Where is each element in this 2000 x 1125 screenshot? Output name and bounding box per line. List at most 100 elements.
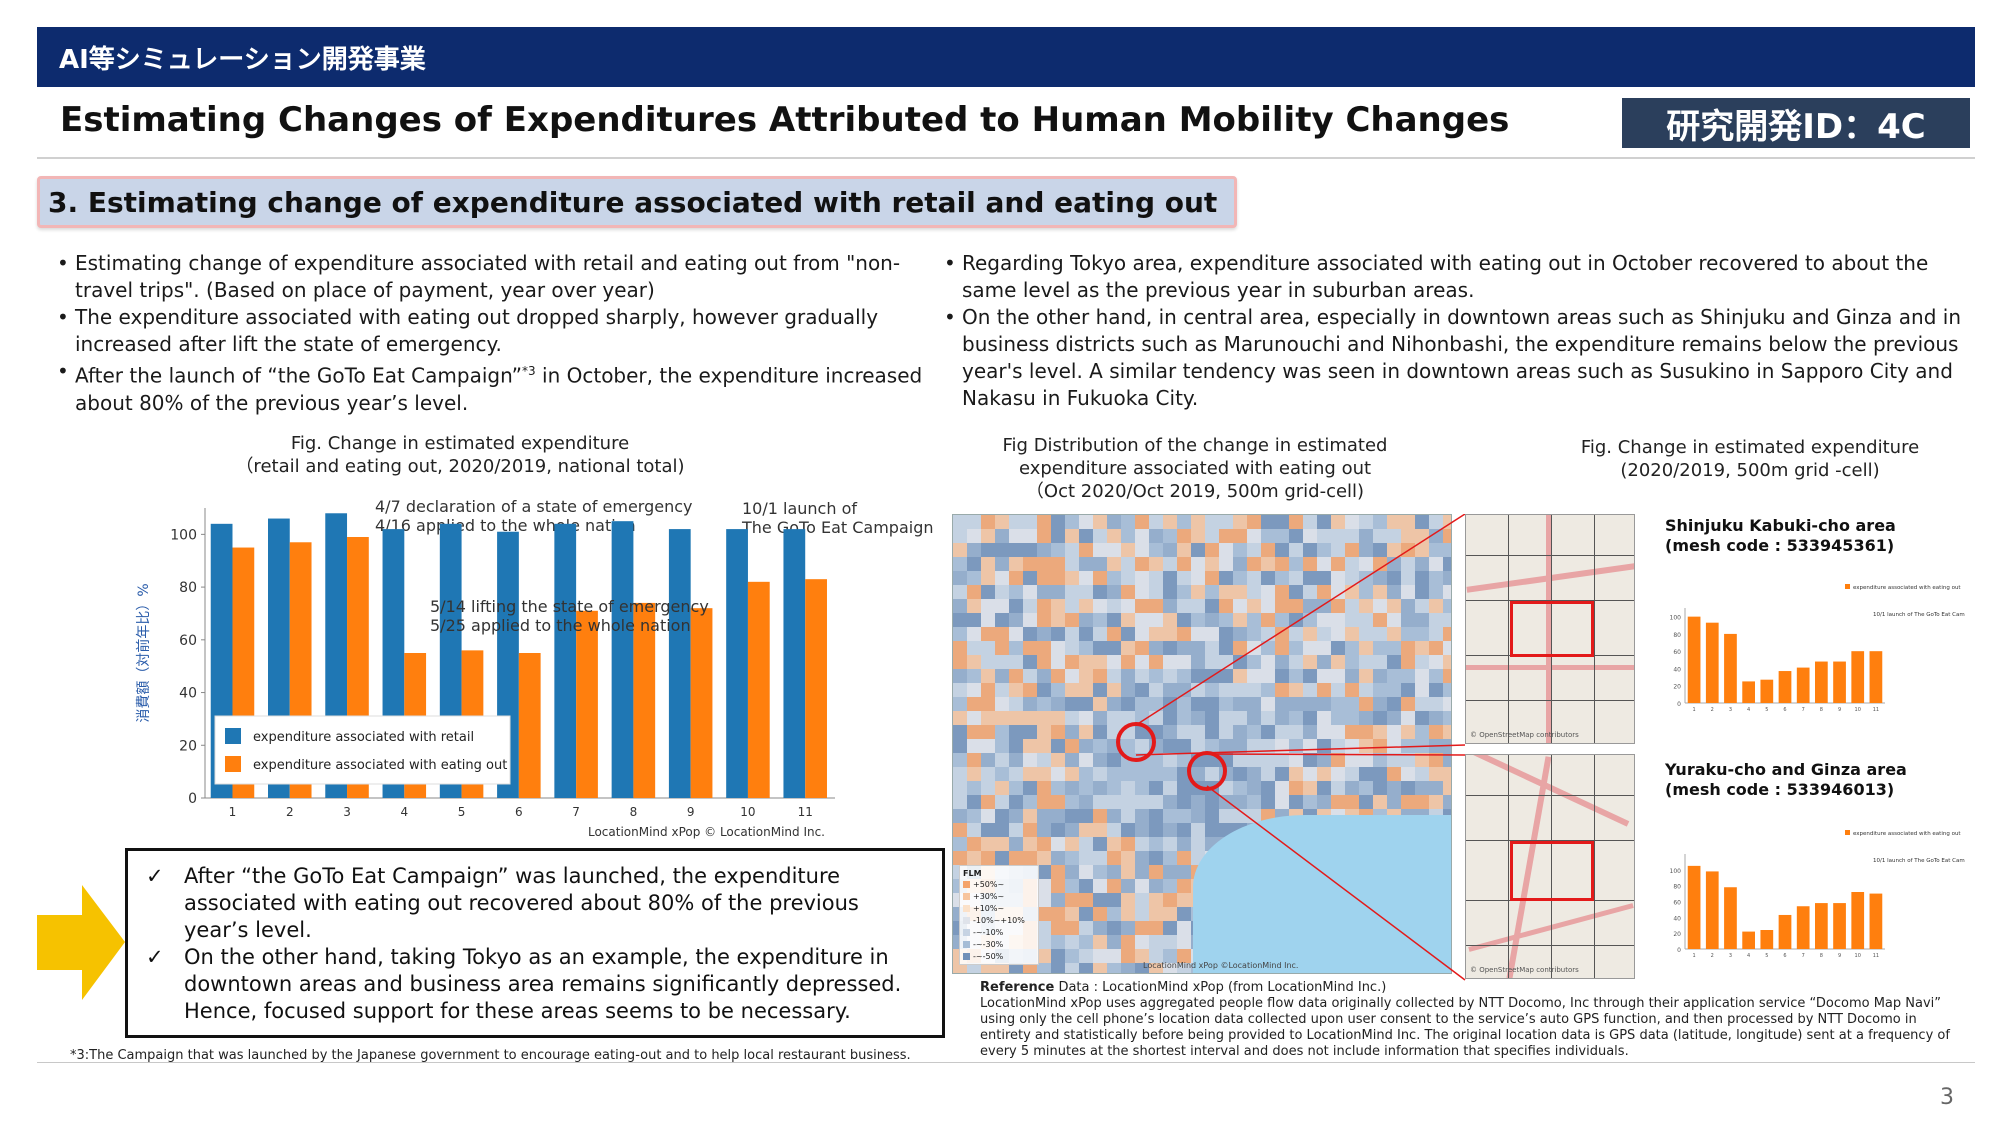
heatmap-cell (1107, 949, 1121, 963)
eating-out-bar (1796, 667, 1810, 703)
heatmap-cell (1037, 879, 1051, 893)
conclusion-text: After “the GoTo Eat Campaign” was launch… (184, 864, 859, 942)
bullet-text: On the other hand, in central area, espe… (962, 305, 1962, 410)
heatmap-cell (1065, 725, 1079, 739)
retail-bar (554, 523, 577, 798)
heatmap-cell (1177, 725, 1191, 739)
heatmap-cell (1121, 907, 1135, 921)
bullet-item: The expenditure associated with eating o… (55, 304, 925, 358)
legend-label: +10%~ (973, 903, 1005, 913)
heatmap-cell (1121, 879, 1135, 893)
connector-line (1135, 514, 1466, 726)
heatmap-cell (995, 571, 1009, 585)
heatmap-cell (1107, 697, 1121, 711)
heatmap-cell (1429, 529, 1443, 543)
heatmap-cell (1261, 795, 1275, 809)
heatmap-cell (1121, 739, 1135, 753)
heatmap-cell (1093, 627, 1107, 641)
heatmap-cell (995, 641, 1009, 655)
heatmap-cell (1065, 613, 1079, 627)
heatmap-cell (1205, 543, 1219, 557)
heatmap-cell (1149, 599, 1163, 613)
heatmap-cell (1107, 851, 1121, 865)
heatmap-cell (1205, 557, 1219, 571)
right-figure-caption: Fig. Change in estimated expenditure (20… (1540, 436, 1960, 482)
heatmap-cell (1177, 697, 1191, 711)
heatmap-cell (981, 711, 995, 725)
heatmap-cell (1205, 655, 1219, 669)
chart-note: 10/1 launch of The GoTo Eat Campaign (1873, 858, 1965, 864)
heatmap-cell (1079, 669, 1093, 683)
heatmap-cell (967, 711, 981, 725)
heatmap-cell (1401, 571, 1415, 585)
heatmap-cell (1387, 697, 1401, 711)
heatmap-cell (1023, 739, 1037, 753)
heatmap-cell (981, 655, 995, 669)
heatmap-cell (981, 767, 995, 781)
heatmap-cell (1275, 725, 1289, 739)
heatmap-cell (1121, 557, 1135, 571)
heatmap-cell (1037, 571, 1051, 585)
heatmap-cell (1163, 613, 1177, 627)
map-legend-item: +10%~ (963, 902, 1035, 914)
y-tick-label: 100 (1670, 615, 1682, 622)
heatmap-cell (995, 823, 1009, 837)
heatmap-cell (1415, 795, 1429, 809)
heatmap-cell (1373, 543, 1387, 557)
heatmap-cell (1065, 753, 1079, 767)
heatmap-cell (1191, 655, 1205, 669)
heatmap-cell (1065, 893, 1079, 907)
y-tick-label: 60 (179, 633, 197, 649)
y-tick-label: 40 (1673, 915, 1681, 922)
heatmap-cell (1149, 529, 1163, 543)
heatmap-cell (1205, 641, 1219, 655)
heatmap-cell (1023, 711, 1037, 725)
heatmap-cell (1149, 963, 1163, 973)
heatmap-cell (1107, 571, 1121, 585)
heatmap-cell (1303, 641, 1317, 655)
heatmap-cell (1219, 697, 1233, 711)
heatmap-cell (953, 627, 967, 641)
area1-mesh-code: (mesh code : 533945361) (1665, 536, 1895, 555)
heatmap-cell (1359, 529, 1373, 543)
heatmap-cell (1247, 739, 1261, 753)
heatmap-cell (1065, 767, 1079, 781)
map-legend-item: -~-10% (963, 926, 1035, 938)
heatmap-cell (1135, 683, 1149, 697)
heatmap-cell (1065, 851, 1079, 865)
heatmap-cell (953, 529, 967, 543)
heatmap-cell (1023, 683, 1037, 697)
heatmap-cell (1163, 683, 1177, 697)
heatmap-cell (1163, 585, 1177, 599)
heatmap-cell (1429, 571, 1443, 585)
x-tick-label: 2 (1711, 953, 1714, 959)
heatmap-cell (1121, 865, 1135, 879)
heatmap-cell (1429, 627, 1443, 641)
heatmap-cell (1219, 599, 1233, 613)
y-tick-label: 0 (188, 791, 197, 807)
heatmap-cell (1289, 725, 1303, 739)
heatmap-cell (1233, 613, 1247, 627)
heatmap-cell (1037, 963, 1051, 973)
heatmap-cell (1331, 669, 1345, 683)
heatmap-cell (1107, 837, 1121, 851)
x-tick-label: 7 (1802, 707, 1805, 713)
heatmap-cell (1135, 767, 1149, 781)
heatmap-cell (1177, 753, 1191, 767)
heatmap-cell (1135, 711, 1149, 725)
heatmap-cell (1401, 753, 1415, 767)
heatmap-cell (1163, 837, 1177, 851)
x-tick-label: 2 (286, 805, 294, 819)
heatmap-cell (1415, 613, 1429, 627)
heatmap-cell (1051, 893, 1065, 907)
heatmap-cell (1093, 725, 1107, 739)
heatmap-cell (995, 711, 1009, 725)
heatmap-cell (995, 963, 1009, 973)
heatmap-cell (1345, 543, 1359, 557)
heatmap-cell (1373, 515, 1387, 529)
heatmap-cell (1079, 711, 1093, 725)
heatmap-cell (1373, 753, 1387, 767)
heatmap-cell (1023, 543, 1037, 557)
heatmap-cell (953, 753, 967, 767)
heatmap-cell (1093, 669, 1107, 683)
